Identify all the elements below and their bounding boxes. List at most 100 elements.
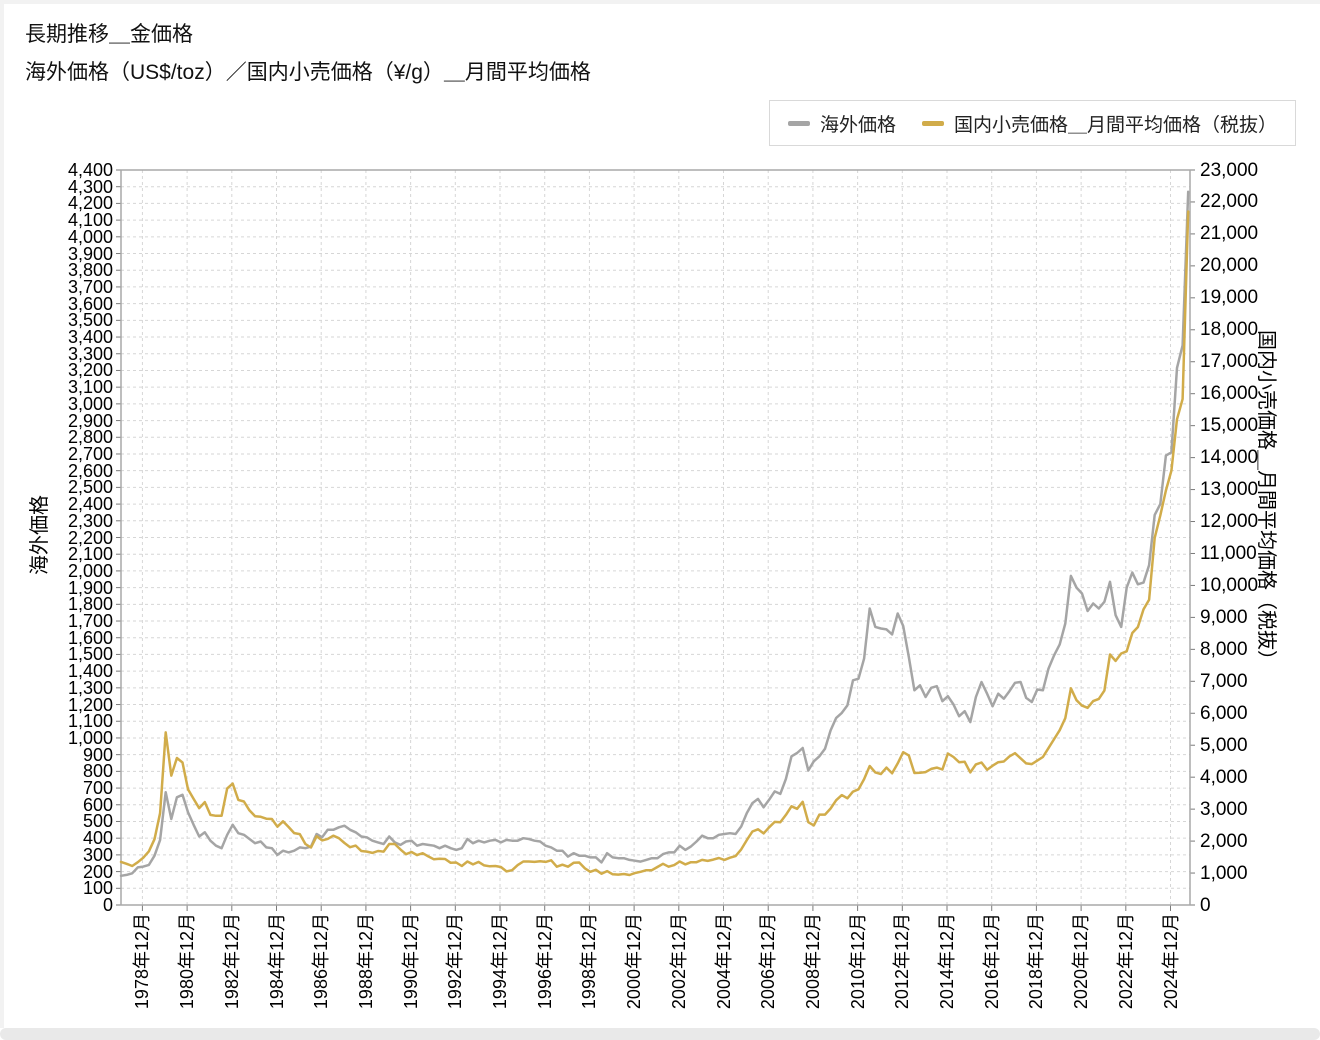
legend-label-overseas: 海外価格 (819, 114, 896, 136)
right-axis-tick-label: 21,000 (1200, 223, 1259, 245)
left-axis-tick-label: 4,200 (67, 193, 113, 214)
x-axis-tick-label: 2000年12月 (624, 913, 645, 1010)
domestic-series-dash-icon (921, 120, 944, 126)
x-axis-tick-label: 1982年12月 (221, 913, 242, 1010)
x-axis-tick-label: 2012年12月 (892, 913, 913, 1010)
right-axis-tick-label: 17,000 (1200, 351, 1259, 373)
page-title: 長期推移＿金価格 (25, 23, 193, 46)
left-axis-tick-label: 3,000 (67, 393, 113, 414)
left-axis-tick-label: 700 (82, 778, 113, 799)
right-axis-tick-label: 9,000 (1200, 606, 1248, 628)
left-axis-tick-label: 3,800 (67, 260, 113, 281)
x-axis-tick-label: 2016年12月 (981, 913, 1002, 1010)
x-axis-tick-label: 2020年12月 (1071, 913, 1092, 1010)
x-axis-tick-label: 1978年12月 (132, 913, 153, 1010)
left-axis-tick-label: 1,700 (67, 611, 113, 632)
left-axis-tick-label: 900 (82, 744, 113, 765)
page-left-edge (0, 0, 4, 1028)
legend: 海外価格 国内小売価格＿月間平均価格（税抜） (768, 100, 1296, 146)
left-axis-tick-label: 0 (102, 895, 113, 915)
x-axis-tick-label: 1994年12月 (490, 913, 510, 1010)
horizontal-scrollbar[interactable] (0, 1028, 1320, 1040)
overseas-price-line (119, 190, 1190, 878)
left-axis-tick-label: 3,100 (67, 377, 113, 398)
right-axis-tick-label: 16,000 (1200, 383, 1259, 405)
left-axis-tick-label: 3,500 (67, 310, 113, 331)
x-axis-tick-label: 1992年12月 (445, 913, 466, 1010)
left-axis-tick-label: 2,100 (67, 544, 113, 565)
x-axis-tick-label: 1984年12月 (266, 913, 287, 1010)
left-axis-tick-label: 3,700 (67, 276, 113, 297)
left-axis-tick-label: 2,900 (67, 410, 113, 431)
right-axis-tick-label: 15,000 (1200, 415, 1259, 437)
left-axis-tick-label: 800 (82, 761, 113, 782)
x-axis-tick-label: 2002年12月 (668, 913, 689, 1010)
left-axis-tick-label: 2,000 (67, 560, 113, 581)
right-axis-tick-label: 2,000 (1200, 830, 1248, 852)
domestic-price-line (119, 210, 1190, 877)
left-axis-tick-label: 3,600 (67, 293, 113, 314)
left-axis-tick-label: 1,800 (67, 594, 113, 615)
right-axis-tick-label: 0 (1200, 894, 1211, 916)
left-axis-tick-label: 2,800 (67, 427, 113, 448)
page-subtitle: 海外価格（US$/toz）／国内小売価格（¥/g）＿月間平均価格 (25, 61, 591, 84)
x-axis-tick-label: 2010年12月 (847, 913, 868, 1010)
x-axis-tick-label: 1998年12月 (579, 913, 600, 1010)
legend-label-domestic: 国内小売価格＿月間平均価格（税抜） (953, 114, 1277, 136)
left-axis-tick-label: 4,400 (67, 160, 113, 180)
left-axis-tick-label: 200 (82, 861, 113, 882)
x-axis-tick-label: 2024年12月 (1160, 913, 1181, 1010)
left-axis-tick-label: 1,000 (67, 727, 113, 748)
x-axis-tick-label: 2008年12月 (802, 913, 823, 1010)
left-axis-tick-label: 2,400 (67, 494, 113, 515)
x-axis-tick-label: 1988年12月 (355, 913, 376, 1010)
left-axis-tick-label: 1,500 (67, 644, 113, 665)
plot-border (120, 169, 1191, 906)
right-axis-tick-label: 5,000 (1200, 734, 1248, 756)
left-axis-tick-label: 2,700 (67, 443, 113, 464)
right-axis-tick-label: 12,000 (1200, 511, 1259, 533)
page-top-edge (0, 0, 1320, 4)
left-axis-tick-label: 1,900 (67, 577, 113, 598)
right-axis-tick-label: 19,000 (1200, 287, 1259, 309)
legend-item-domestic[interactable]: 国内小売価格＿月間平均価格（税抜） (921, 110, 1277, 137)
x-axis-tick-label: 2022年12月 (1115, 913, 1136, 1010)
left-axis-tick-label: 300 (82, 844, 113, 865)
x-axis-tick-label: 2014年12月 (937, 913, 957, 1010)
right-axis-tick-label: 14,000 (1200, 447, 1259, 469)
left-axis-tick-label: 1,300 (67, 677, 113, 698)
right-axis-tick-label: 8,000 (1200, 638, 1248, 660)
left-axis-tick-label: 3,300 (67, 343, 113, 364)
x-axis-tick-label: 1986年12月 (311, 913, 332, 1010)
left-axis-tick-label: 1,200 (67, 694, 113, 715)
right-axis-tick-label: 18,000 (1200, 319, 1259, 341)
right-axis-tick-label: 11,000 (1200, 542, 1257, 564)
left-axis-tick-label: 3,900 (67, 243, 113, 264)
x-axis-tick-label: 2006年12月 (758, 913, 779, 1010)
left-axis-tick-label: 4,100 (67, 210, 113, 231)
right-axis-tick-label: 7,000 (1200, 670, 1248, 692)
left-axis-tick-label: 3,200 (67, 360, 113, 381)
left-axis-tick-label: 1,100 (67, 711, 113, 732)
left-axis-tick-label: 2,600 (67, 460, 113, 481)
left-axis-tick-label: 500 (82, 811, 113, 832)
right-axis-tick-label: 1,000 (1200, 862, 1248, 884)
x-axis-tick-label: 2004年12月 (713, 913, 734, 1010)
x-axis-tick-label: 1990年12月 (400, 913, 421, 1010)
left-axis-tick-label: 4,300 (67, 176, 113, 197)
overseas-series-dash-icon (787, 120, 810, 126)
right-axis-title: 国内小売価格＿月間平均価格（税抜） (1255, 330, 1277, 670)
left-axis-tick-label: 100 (82, 878, 113, 899)
right-axis-tick-label: 20,000 (1200, 255, 1259, 277)
left-axis-title: 海外価格 (29, 495, 51, 575)
right-axis-tick-label: 4,000 (1200, 766, 1248, 788)
right-axis-tick-label: 23,000 (1200, 159, 1259, 181)
left-axis-tick-label: 2,500 (67, 477, 113, 498)
legend-item-overseas[interactable]: 海外価格 (787, 110, 896, 137)
right-axis-tick-label: 22,000 (1200, 191, 1259, 213)
x-axis-tick-label: 1980年12月 (177, 913, 198, 1010)
right-axis-tick-label: 10,000 (1200, 574, 1259, 596)
x-axis-tick-label: 1996年12月 (534, 913, 555, 1010)
left-axis-tick-label: 2,300 (67, 510, 113, 531)
